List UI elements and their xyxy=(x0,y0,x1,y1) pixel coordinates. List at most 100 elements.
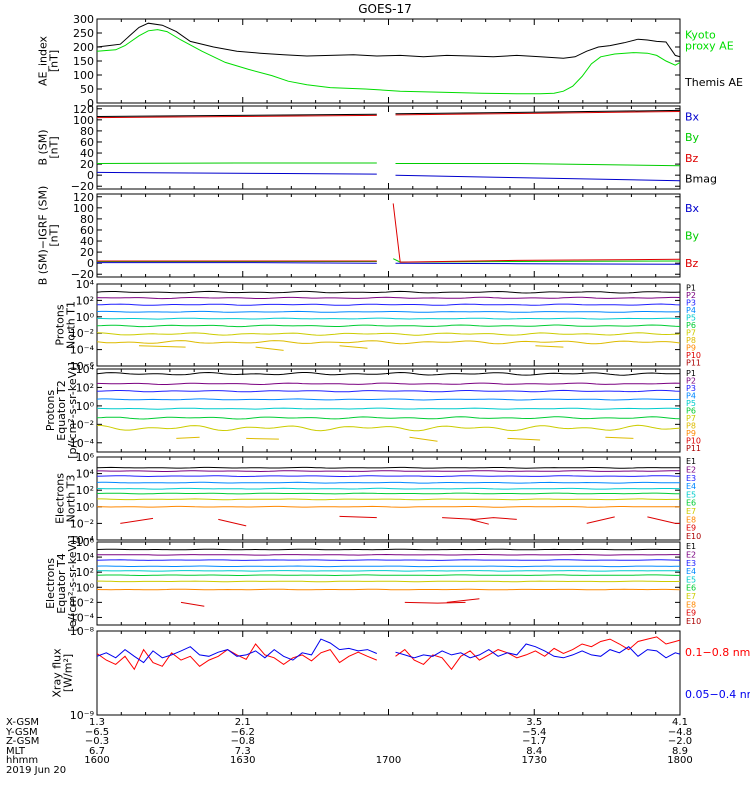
channel-line xyxy=(97,574,680,577)
y-tick-label: 0 xyxy=(87,97,94,110)
legend-entry: P1 xyxy=(686,369,696,378)
x-axis-value: 8.4 xyxy=(526,746,542,757)
legend-entry: 0.05−0.4 nm xyxy=(685,688,750,701)
legend-entry: P6 xyxy=(686,407,696,416)
series-line xyxy=(97,22,680,59)
x-axis-row-name: MLT xyxy=(6,746,26,757)
y-tick-label: 10⁻² xyxy=(70,327,94,340)
x-axis-value: 7.3 xyxy=(235,746,251,757)
series-line xyxy=(97,171,680,182)
y-tick-label: −20 xyxy=(71,268,94,281)
channel-segment xyxy=(586,516,615,524)
y-tick-label: 60 xyxy=(80,136,94,149)
y-tick-label: 10² xyxy=(76,381,94,394)
x-axis-value: 1.3 xyxy=(89,717,105,728)
x-axis-row-name: hhmm xyxy=(6,755,38,766)
legend-entry: E6 xyxy=(686,499,696,508)
y-tick-label: 50 xyxy=(80,83,94,96)
plot-area xyxy=(97,22,680,95)
channel-line xyxy=(97,310,680,313)
x-axis-value: 6.7 xyxy=(89,746,105,757)
channel-segment xyxy=(446,598,480,603)
channel-segment xyxy=(507,437,541,441)
y-tick-label: 10² xyxy=(76,484,94,497)
legend-entry: P2 xyxy=(686,376,696,385)
y-tick-label: 100 xyxy=(73,114,94,127)
y-tick-label: 20 xyxy=(80,158,94,171)
legend-entry: P11 xyxy=(686,444,701,453)
channel-line xyxy=(97,340,680,345)
channel-line xyxy=(97,382,680,386)
legend-entry: By xyxy=(685,230,700,243)
y-tick-label: 100 xyxy=(73,69,94,82)
channel-line xyxy=(97,588,680,591)
channel-line xyxy=(97,290,680,294)
panel-4: 10⁴ 10² 10⁰ 10⁻² 10⁻⁴ 10⁻⁶ ProtonsNorth T1 P1P2… xyxy=(54,278,702,373)
y-tick-label: 10⁶ xyxy=(76,451,95,464)
legend-entry: E1 xyxy=(686,457,696,466)
y-tick-label: 150 xyxy=(73,55,94,68)
legend-entry: By xyxy=(685,131,700,144)
channel-line xyxy=(97,570,680,572)
channel-line xyxy=(97,371,680,376)
y-tick-label: 10⁻⁹ xyxy=(70,709,94,722)
series-line xyxy=(97,638,680,664)
channel-line xyxy=(97,559,680,561)
x-axis-value: −1.7 xyxy=(522,736,546,747)
legend-entry: Bz xyxy=(685,152,699,165)
y-tick-label: 200 xyxy=(73,41,94,54)
plot-area xyxy=(97,636,680,671)
plot-area xyxy=(97,290,680,351)
y-tick-label: 10⁴ xyxy=(76,363,95,376)
legend-entry: E1 xyxy=(686,542,696,551)
channel-line xyxy=(97,466,680,469)
y-tick-label: 20 xyxy=(80,246,94,259)
y-axis-label: B (SM)−IGRF (SM)[nT] xyxy=(37,186,61,286)
y-tick-label: 10⁻⁶ xyxy=(70,360,95,373)
y-axis-label: ElectronsEquator T4[e/(cm²-s-sr-keV)] xyxy=(44,535,79,631)
channel-line xyxy=(97,553,680,556)
channel-line xyxy=(97,317,680,320)
x-axis-row-name: X-GSM xyxy=(6,717,39,728)
x-axis-value: −6.5 xyxy=(85,727,109,738)
panel-8: 10⁻⁸ 10⁻⁹ Xray flux[W/m²] 0.1−0.8 nm 0.05−0.… xyxy=(51,625,750,722)
y-tick-label: 100 xyxy=(73,202,94,215)
y-tick-label: 120 xyxy=(73,103,94,116)
channel-segment xyxy=(469,518,489,525)
panel-frame xyxy=(96,368,681,453)
legend-entry: E10 xyxy=(686,617,701,626)
legend-entry: E2 xyxy=(686,465,696,474)
channel-segment xyxy=(339,345,368,349)
y-axis-label: AE_index[nT] xyxy=(37,35,61,86)
y-tick-label: 10² xyxy=(76,294,94,307)
x-axis-value: 1730 xyxy=(522,755,547,766)
legend-entry: P7 xyxy=(686,328,696,337)
legend-entry: P3 xyxy=(686,299,696,308)
channel-line xyxy=(97,548,680,551)
x-axis-value: 8.9 xyxy=(672,746,688,757)
legend-entry: Bx xyxy=(685,202,700,215)
channel-line xyxy=(97,580,680,583)
panel-frame xyxy=(96,630,681,716)
y-tick-label: 10² xyxy=(76,566,94,579)
legend-entry: Bz xyxy=(685,257,699,270)
plot-area xyxy=(97,109,680,182)
channel-line xyxy=(97,481,680,484)
x-axis-table: X-GSM 1.3 2.1 3.5 4.1 Y-GSM −6.5 −6.2 −5.4 −4.8 Z-… xyxy=(5,717,693,776)
y-tick-label: 10⁻² xyxy=(70,596,94,609)
x-axis-value: 1600 xyxy=(84,755,109,766)
y-tick-label: 10⁻² xyxy=(70,517,94,530)
panel-frame xyxy=(96,105,681,190)
x-axis-value: −0.8 xyxy=(231,736,255,747)
legend-entry: Bx xyxy=(685,110,700,123)
plot-area xyxy=(97,203,680,265)
x-axis-value: −0.3 xyxy=(85,736,109,747)
panel-frame xyxy=(96,193,681,278)
y-tick-label: 10⁻⁴ xyxy=(70,534,95,547)
channel-line xyxy=(97,303,680,306)
channel-segment xyxy=(120,517,154,524)
